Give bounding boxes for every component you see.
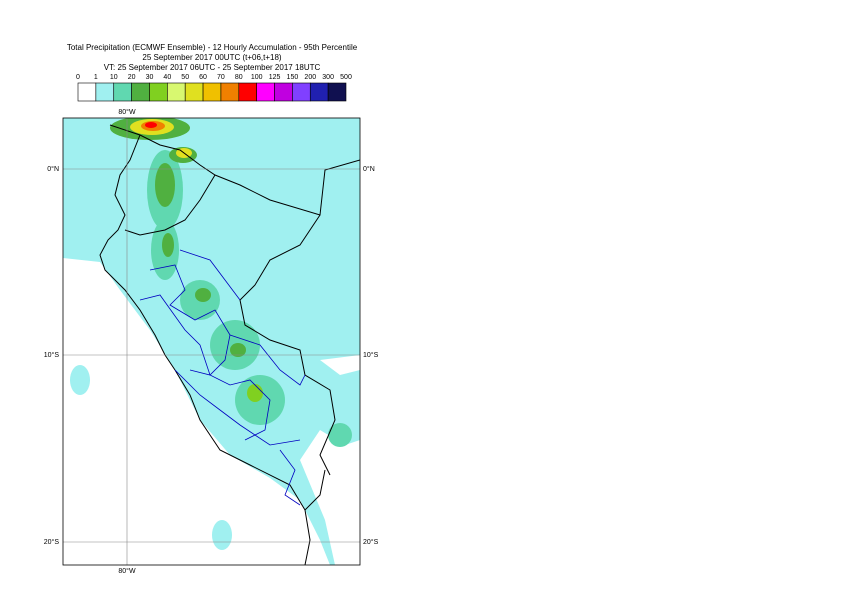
colorbar-box	[256, 82, 275, 102]
lat-label: 20°S	[44, 538, 60, 546]
title-line: VT: 25 September 2017 06UTC - 25 Septemb…	[104, 63, 321, 72]
colorbar-box	[184, 82, 204, 102]
colorbar-label: 70	[217, 74, 225, 81]
colorbar-box	[309, 82, 329, 102]
colorbar-label: 40	[163, 74, 171, 81]
colorbar-label: 0	[76, 74, 80, 81]
precip-blobs	[70, 118, 352, 550]
colorbar-label: 300	[322, 74, 334, 81]
colorbar-label: 10	[110, 74, 118, 81]
title-line: 25 September 2017 00UTC (t+06,t+18)	[142, 53, 282, 62]
admin-borders	[139, 249, 306, 506]
lon-label: 80°W	[118, 108, 136, 116]
colorbar-label: 100	[251, 74, 263, 81]
title: Total Precipitation (ECMWF Ensemble) - 1…	[67, 43, 358, 72]
coastline	[99, 124, 360, 565]
dry-area	[300, 430, 360, 565]
colorbar-box	[238, 82, 257, 102]
colorbar-label: 150	[287, 74, 299, 81]
colorbar-label: 1	[94, 74, 98, 81]
colorbar-label: 50	[181, 74, 189, 81]
lat-label: 0°N	[47, 165, 59, 173]
colorbar-box	[220, 82, 240, 102]
map	[63, 118, 360, 565]
colorbar-label: 200	[304, 74, 316, 81]
lat-label: 0°N	[363, 165, 375, 173]
colorbar-box	[167, 82, 186, 102]
colorbar-label: 500	[340, 74, 352, 81]
colorbar-label: 20	[128, 74, 136, 81]
colorbar-box	[274, 82, 293, 102]
colorbar-label: 30	[146, 74, 154, 81]
colorbar-box	[131, 82, 150, 102]
colorbar-label: 60	[199, 74, 207, 81]
colorbar-box	[77, 82, 97, 102]
colorbar-box	[292, 82, 311, 102]
colorbar-box	[95, 82, 115, 102]
graticule	[63, 118, 360, 565]
lat-label: 10°S	[44, 351, 60, 359]
lat-label: 10°S	[363, 351, 379, 359]
colorbar: 0 1 10 20 30 40 50 60 70 80 100 125 150 200 300 500	[76, 74, 352, 102]
colorbar-box	[202, 82, 222, 102]
lat-label: 20°S	[363, 538, 379, 546]
colorbar-box	[149, 82, 168, 102]
lon-label: 80°W	[118, 567, 136, 575]
colorbar-label: 80	[235, 74, 243, 81]
colorbar-box	[113, 82, 132, 102]
title-line: Total Precipitation (ECMWF Ensemble) - 1…	[67, 43, 358, 52]
colorbar-box	[327, 82, 347, 102]
colorbar-label: 125	[269, 74, 281, 81]
map-frame	[62, 117, 361, 566]
dry-area	[63, 258, 330, 565]
dry-area	[320, 355, 360, 375]
